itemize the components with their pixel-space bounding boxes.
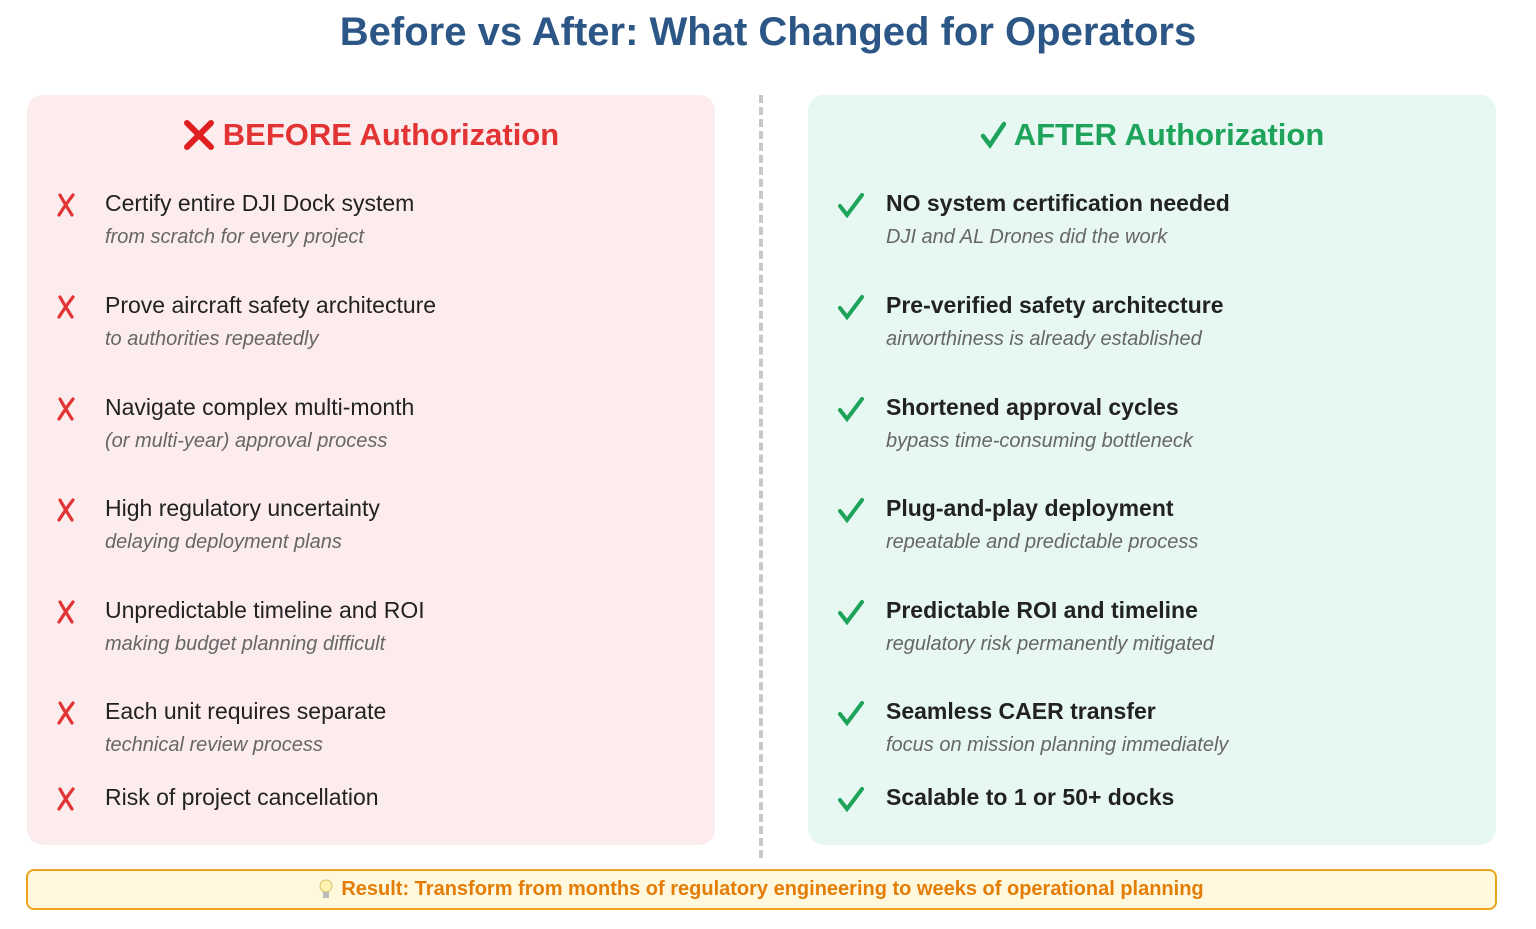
item-icon bbox=[838, 786, 864, 817]
item-icon bbox=[55, 294, 77, 325]
bulb-icon bbox=[319, 879, 333, 898]
item-main: Certify entire DJI Dock system bbox=[105, 190, 415, 216]
item-icon bbox=[838, 294, 864, 325]
item-sub: delaying deployment plans bbox=[105, 531, 342, 553]
item-icon bbox=[838, 599, 864, 630]
page-title: Before vs After: What Changed for Operat… bbox=[339, 10, 1197, 54]
item-main: Unpredictable timeline and ROI bbox=[105, 597, 425, 623]
check-mark bbox=[838, 600, 864, 626]
item-sub: bypass time-consuming bottleneck bbox=[886, 430, 1193, 452]
check-mark bbox=[838, 397, 864, 423]
check-mark bbox=[838, 295, 864, 321]
cross-mark bbox=[57, 701, 75, 725]
item-main: Risk of project cancellation bbox=[105, 784, 379, 810]
cross-mark bbox=[57, 498, 75, 522]
item-icon bbox=[55, 599, 77, 630]
item-sub: from scratch for every project bbox=[105, 226, 364, 248]
result-box: Result: Transform from months of regulat… bbox=[26, 869, 1497, 910]
after-heading: AFTER Authorization bbox=[1013, 117, 1325, 152]
item-main: NO system certification needed bbox=[886, 190, 1230, 216]
after-panel: AFTER Authorization NO system certificat… bbox=[808, 95, 1496, 845]
check-mark bbox=[838, 498, 864, 524]
item-icon bbox=[838, 497, 864, 528]
check-icon bbox=[980, 121, 1006, 149]
item-sub: focus on mission planning immediately bbox=[886, 734, 1229, 756]
cross-mark bbox=[57, 397, 75, 421]
item-sub: to authorities repeatedly bbox=[105, 328, 319, 350]
cross-icon bbox=[183, 120, 214, 150]
item-main: Shortened approval cycles bbox=[886, 394, 1179, 420]
item-sub: technical review process bbox=[105, 734, 323, 756]
divider bbox=[759, 95, 763, 858]
item-icon bbox=[55, 497, 77, 528]
item-main: Predictable ROI and timeline bbox=[886, 597, 1198, 623]
item-sub: regulatory risk permanently mitigated bbox=[886, 633, 1214, 655]
item-main: Navigate complex multi-month bbox=[105, 394, 415, 420]
check-mark bbox=[838, 701, 864, 727]
item-sub: DJI and AL Drones did the work bbox=[886, 226, 1168, 248]
item-icon bbox=[55, 192, 77, 223]
item-sub: making budget planning difficult bbox=[105, 633, 386, 655]
cross-mark bbox=[57, 787, 75, 811]
item-sub: repeatable and predictable process bbox=[886, 531, 1199, 553]
item-main: Scalable to 1 or 50+ docks bbox=[886, 784, 1175, 810]
item-icon bbox=[838, 192, 864, 223]
item-sub: (or multi-year) approval process bbox=[105, 430, 388, 452]
item-main: High regulatory uncertainty bbox=[105, 495, 380, 521]
item-main: Seamless CAER transfer bbox=[886, 698, 1156, 724]
before-panel: BEFORE Authorization Certify entire DJI … bbox=[27, 95, 715, 845]
check-mark bbox=[838, 787, 864, 813]
result-text: Result: Transform from months of regulat… bbox=[341, 878, 1204, 900]
item-icon bbox=[838, 700, 864, 731]
item-icon bbox=[55, 396, 77, 427]
cross-mark bbox=[57, 295, 75, 319]
cross-mark bbox=[57, 600, 75, 624]
item-main: Each unit requires separate bbox=[105, 698, 387, 724]
item-sub: airworthiness is already established bbox=[886, 328, 1202, 350]
item-main: Prove aircraft safety architecture bbox=[105, 292, 437, 318]
check-mark bbox=[838, 193, 864, 219]
item-icon bbox=[55, 786, 77, 817]
item-main: Plug-and-play deployment bbox=[886, 495, 1174, 521]
item-icon bbox=[838, 396, 864, 427]
after-heading-row: AFTER Authorization bbox=[808, 117, 1496, 153]
item-icon bbox=[55, 700, 77, 731]
before-heading-row: BEFORE Authorization bbox=[27, 117, 715, 153]
before-heading: BEFORE Authorization bbox=[222, 117, 560, 152]
cross-mark bbox=[57, 193, 75, 217]
item-main: Pre-verified safety architecture bbox=[886, 292, 1224, 318]
